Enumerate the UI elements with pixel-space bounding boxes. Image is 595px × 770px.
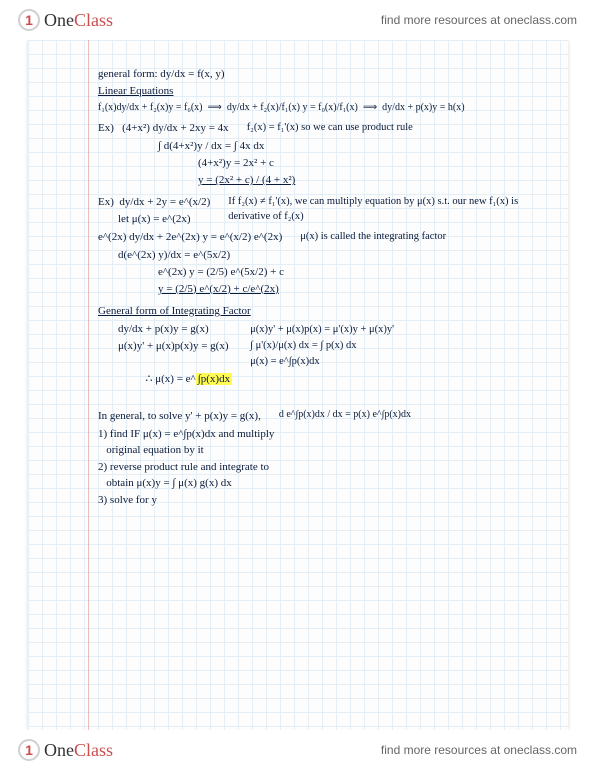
ex2-step2: d(e^(2x) y)/dx = e^(5x/2) xyxy=(98,248,550,264)
logo-icon: 1 xyxy=(18,9,40,31)
gf-eq1: dy/dx + p(x)y = g(x) xyxy=(98,322,232,338)
footer-logo-class: Class xyxy=(74,740,113,760)
logo-text-one: One xyxy=(44,10,74,30)
ex2-note: If f₂(x) ≠ f₁'(x), we can multiply equat… xyxy=(228,194,550,229)
logo-text-class: Class xyxy=(74,10,113,30)
footer-logo-text: OneClass xyxy=(44,740,113,761)
logo[interactable]: 1 OneClass xyxy=(18,9,113,31)
step-3: 3) solve for y xyxy=(98,493,550,509)
footer-logo-one: One xyxy=(44,740,74,760)
ex2-problem: Ex) dy/dx + 2y = e^(x/2) xyxy=(98,195,210,211)
heading-integrating-factor: General form of Integrating Factor xyxy=(98,304,550,320)
ex2-result: y = (2/5) e^(x/2) + c/e^(2x) xyxy=(98,282,550,298)
gf-eq2: μ(x)y' + μ(x)p(x)y = g(x) xyxy=(98,339,232,355)
ex2-let: let μ(x) = e^(2x) xyxy=(98,212,210,228)
ex2-step3: e^(2x) y = (2/5) e^(5x/2) + c xyxy=(98,265,550,281)
ex1-step1: ∫ d(4+x²)y / dx = ∫ 4x dx xyxy=(98,139,550,155)
gf-eq3: ∴ μ(x) = e^∫p(x)dx xyxy=(98,356,232,404)
footer-resources-link[interactable]: find more resources at oneclass.com xyxy=(381,743,577,757)
gf-eq3-prefix: ∴ μ(x) = e^ xyxy=(146,373,196,385)
gf-right1: μ(x)y' + μ(x)p(x) = μ'(x)y + μ(x)y' xyxy=(250,322,550,337)
handwritten-content: general form: dy/dx = f(x, y) Linear Equ… xyxy=(28,40,568,730)
gf-right2: ∫ μ'(x)/μ(x) dx = ∫ p(x) dx xyxy=(250,338,550,353)
footer-logo[interactable]: 1 OneClass xyxy=(18,739,113,761)
gf-eq3-highlight: ∫p(x)dx xyxy=(196,373,232,385)
step-2: 2) reverse product rule and integrate to… xyxy=(98,460,550,492)
ex1-step2: (4+x²)y = 2x² + c xyxy=(98,156,550,172)
header: 1 OneClass find more resources at onecla… xyxy=(0,0,595,40)
step-1: 1) find IF μ(x) = e^∫p(x)dx and multiply… xyxy=(98,427,550,459)
line-general-form: general form: dy/dx = f(x, y) xyxy=(98,67,550,83)
ex2-factor-note: μ(x) is called the integrating factor xyxy=(300,229,550,247)
ex2-step1: e^(2x) dy/dx + 2e^(2x) y = e^(x/2) e^(2x… xyxy=(98,230,282,246)
logo-text: OneClass xyxy=(44,10,113,31)
notebook-page: general form: dy/dx = f(x, y) Linear Equ… xyxy=(28,40,568,730)
ex1-problem: Ex) (4+x²) dy/dx + 2xy = 4x xyxy=(98,121,229,137)
ex1-result: y = (2x² + c) / (4 + x²) xyxy=(98,173,550,189)
in-general: In general, to solve y' + p(x)y = g(x), xyxy=(98,409,261,425)
header-resources-link[interactable]: find more resources at oneclass.com xyxy=(381,13,577,27)
footer: 1 OneClass find more resources at onecla… xyxy=(0,730,595,770)
ex1-note: f₂(x) = f₁'(x) so we can use product rul… xyxy=(247,120,550,138)
in-general-deriv: d e^∫p(x)dx / dx = p(x) e^∫p(x)dx xyxy=(279,408,550,426)
line-linear-expand: f₁(x)dy/dx + f₂(x)y = f₀(x) ⟹ dy/dx + f₂… xyxy=(98,101,550,116)
footer-logo-icon: 1 xyxy=(18,739,40,761)
heading-linear-equations: Linear Equations xyxy=(98,84,550,100)
gf-right3: μ(x) = e^∫p(x)dx xyxy=(250,354,550,369)
